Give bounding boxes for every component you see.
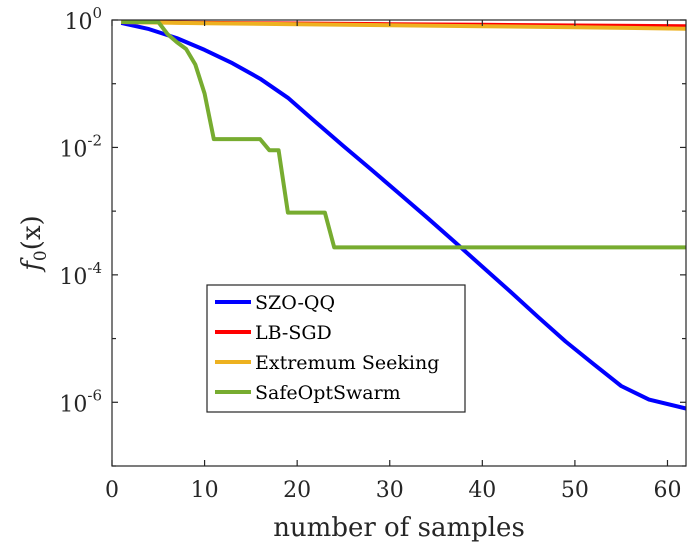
legend-label-1: LB-SGD: [255, 322, 332, 344]
legend-label-2: Extremum Seeking: [255, 352, 439, 374]
ticks: [111, 19, 686, 467]
legend: SZO-QQ LB-SGD Extremum Seeking SafeOptSwarm: [206, 284, 466, 413]
x-tick-label: 40: [468, 478, 496, 503]
legend-label-0: SZO-QQ: [255, 292, 335, 314]
series-line-0: [120, 20, 687, 411]
x-tick-label: 10: [191, 478, 219, 503]
x-tick-label: 60: [653, 478, 681, 503]
x-axis-label: number of samples: [273, 513, 525, 543]
x-tick-label: 20: [283, 478, 311, 503]
x-tick-label: 50: [561, 478, 589, 503]
tick-labels: 0 10 20 30 40 50 60 100 10-2 10-4 10-6: [59, 4, 681, 503]
y-axis-label: f0(x): [17, 215, 51, 272]
series-line-3: [121, 20, 686, 250]
axes-box: [111, 19, 687, 467]
y-tick-label: 10-2: [59, 131, 102, 162]
legend-label-3: SafeOptSwarm: [255, 382, 401, 404]
y-tick-label: 10-4: [59, 259, 102, 290]
x-tick-label: 30: [376, 478, 404, 503]
y-tick-label: 100: [64, 4, 102, 35]
x-tick-label: 0: [105, 478, 119, 503]
y-tick-label: 10-6: [59, 386, 102, 417]
